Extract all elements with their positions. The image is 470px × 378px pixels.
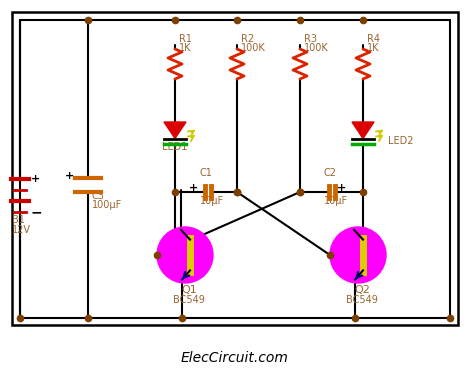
Text: C1: C1 [200, 168, 213, 178]
Text: LED1: LED1 [162, 143, 188, 152]
Text: 10μF: 10μF [324, 196, 348, 206]
Text: 100μF: 100μF [92, 200, 122, 210]
Text: 1K: 1K [367, 43, 379, 53]
Text: 10μF: 10μF [200, 196, 224, 206]
Text: +: + [337, 183, 347, 193]
Text: +: + [188, 183, 197, 193]
Text: Q2: Q2 [354, 285, 370, 295]
Circle shape [157, 227, 213, 283]
Text: R1: R1 [179, 34, 192, 44]
Text: R2: R2 [241, 34, 254, 44]
Text: R3: R3 [304, 34, 317, 44]
Text: BC549: BC549 [346, 295, 378, 305]
Text: 100K: 100K [241, 43, 266, 53]
Polygon shape [164, 122, 186, 138]
Text: R4: R4 [367, 34, 380, 44]
Text: LED2: LED2 [388, 135, 414, 146]
Text: 100K: 100K [304, 43, 329, 53]
Text: 1K: 1K [179, 43, 191, 53]
Text: 12V: 12V [12, 225, 31, 235]
Text: C3: C3 [92, 191, 105, 201]
Text: +: + [31, 174, 40, 184]
Polygon shape [352, 122, 374, 138]
Text: BC549: BC549 [173, 295, 205, 305]
Bar [12, 12, 458, 325]
Text: C2: C2 [324, 168, 337, 178]
Circle shape [330, 227, 386, 283]
Text: −: − [31, 205, 43, 219]
Text: Q1: Q1 [181, 285, 197, 295]
Text: B1: B1 [12, 215, 25, 225]
Text: ElecCircuit.com: ElecCircuit.com [181, 351, 289, 365]
Text: +: + [65, 171, 75, 181]
